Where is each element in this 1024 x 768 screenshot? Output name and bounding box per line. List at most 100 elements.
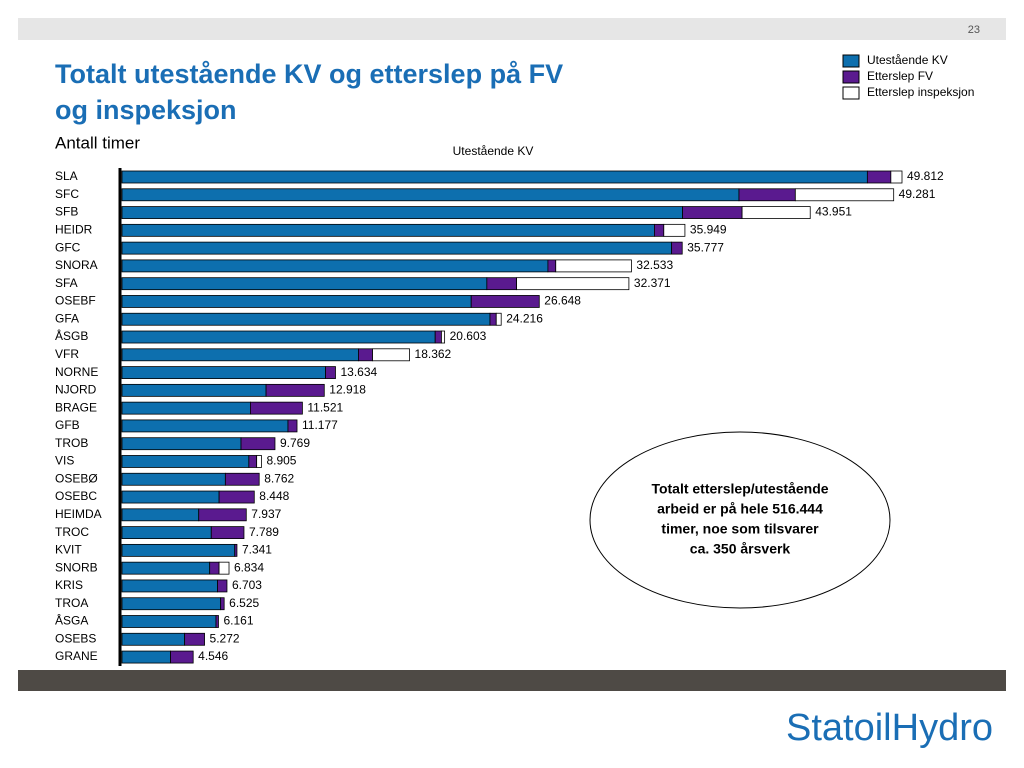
bar-segment	[209, 561, 220, 575]
bar-segment	[121, 401, 251, 415]
bar-segment	[663, 223, 686, 237]
annotation: timer, noe som tilsvarer	[661, 521, 819, 537]
bar-segment	[170, 650, 194, 664]
total-label: 35.777	[687, 240, 724, 254]
bar-segment	[547, 259, 557, 273]
total-label: 43.951	[815, 205, 852, 219]
bar-segment	[654, 223, 665, 237]
y-tick-label: VIS	[55, 454, 74, 468]
y-tick-label: VFR	[55, 347, 79, 361]
bar-segment	[215, 615, 219, 628]
bar-segment	[121, 170, 868, 184]
total-label: 7.341	[242, 543, 272, 557]
total-label: 35.949	[690, 223, 727, 237]
bar-segment	[866, 170, 892, 184]
bar-segment	[121, 508, 200, 522]
total-label: 6.834	[234, 560, 264, 574]
bar-segment	[741, 206, 811, 219]
bar-segment	[121, 472, 226, 486]
bar-segment	[121, 615, 217, 628]
bar-segment	[121, 526, 212, 539]
bar-segment	[121, 295, 472, 308]
y-tick-label: GRANE	[55, 649, 98, 663]
bar-segment	[671, 241, 683, 255]
bar-segment	[287, 419, 298, 433]
bar-segment	[198, 508, 247, 522]
legend-label: Utestående KV	[867, 53, 948, 67]
bar-segment	[218, 490, 255, 504]
bar-segment	[555, 259, 632, 273]
y-tick-label: ÅSGA	[55, 613, 88, 628]
legend-swatch	[842, 86, 860, 100]
legend-swatch	[842, 54, 860, 68]
bar-segment	[121, 206, 683, 219]
y-tick-label: OSEBF	[55, 294, 96, 308]
bar-segment	[121, 348, 359, 362]
y-tick-label: SLA	[55, 169, 78, 183]
legend-swatch	[842, 70, 860, 84]
title: og inspeksjon	[55, 95, 237, 125]
y-tick-label: TROC	[55, 525, 89, 539]
bar-segment	[121, 650, 171, 664]
total-label: 12.918	[329, 383, 366, 397]
y-tick-label: SNORA	[55, 258, 98, 272]
y-tick-label: SFB	[55, 205, 78, 219]
bar-segment	[738, 188, 796, 202]
bar-segment	[121, 312, 491, 326]
y-tick-label: SNORB	[55, 560, 98, 574]
total-label: 32.533	[636, 258, 673, 272]
bar-segment	[372, 348, 410, 362]
total-label: 8.762	[264, 471, 294, 485]
total-label: 24.216	[506, 311, 543, 325]
y-tick-label: NORNE	[55, 365, 98, 379]
bar-segment	[121, 223, 655, 237]
total-label: 11.177	[302, 418, 338, 432]
y-tick-label: HEIMDA	[55, 507, 102, 521]
footer-band	[18, 670, 1006, 691]
bar-segment	[358, 348, 373, 362]
y-tick-label: OSEBC	[55, 489, 97, 503]
bar-segment	[121, 366, 326, 379]
bar-segment	[218, 561, 230, 575]
annotation-ellipse	[589, 431, 891, 609]
y-tick-label: KRIS	[55, 578, 83, 592]
annotation: ca. 350 årsverk	[690, 541, 791, 557]
bar-segment	[256, 455, 262, 468]
bar-segment	[121, 383, 267, 397]
total-label: 32.371	[634, 276, 671, 290]
bar-segment	[489, 312, 497, 326]
total-label: 49.281	[899, 187, 936, 201]
bar-segment	[794, 188, 895, 202]
y-tick-label: GFB	[55, 418, 80, 432]
total-label: 4.546	[198, 649, 228, 663]
bar-segment	[121, 419, 289, 433]
bar-segment	[217, 579, 228, 593]
y-tick-label: TROA	[55, 596, 88, 610]
title: Totalt utestående KV og etterslep på FV	[55, 59, 563, 89]
bar-segment	[240, 437, 276, 451]
bar-segment	[890, 170, 903, 184]
header-band	[18, 18, 1006, 40]
y-tick-label: OSEBS	[55, 631, 96, 645]
bar-segment	[121, 330, 436, 344]
total-label: 20.603	[450, 329, 487, 343]
bar-segment	[184, 632, 205, 646]
bar-segment	[516, 277, 630, 291]
total-label: 18.362	[415, 347, 452, 361]
logo: StatoilHydro	[786, 707, 993, 749]
annotation: Totalt etterslep/utestående	[651, 481, 828, 497]
bar-segment	[121, 277, 488, 291]
y-tick-label: NJORD	[55, 383, 97, 397]
bar-segment	[121, 259, 549, 273]
plot: Utestående KV Etterslep FV Etterslep inspe…	[55, 53, 974, 664]
bar-segment	[121, 241, 673, 255]
total-label: 13.634	[340, 365, 377, 379]
y-tick-label: SFC	[55, 187, 79, 201]
total-label: 6.525	[229, 596, 259, 610]
y-tick-label: GFA	[55, 311, 79, 325]
bar-segment	[121, 597, 222, 611]
bar-segment	[495, 312, 502, 326]
y-tick-label: TROB	[55, 436, 88, 450]
bar-segment	[121, 455, 250, 468]
